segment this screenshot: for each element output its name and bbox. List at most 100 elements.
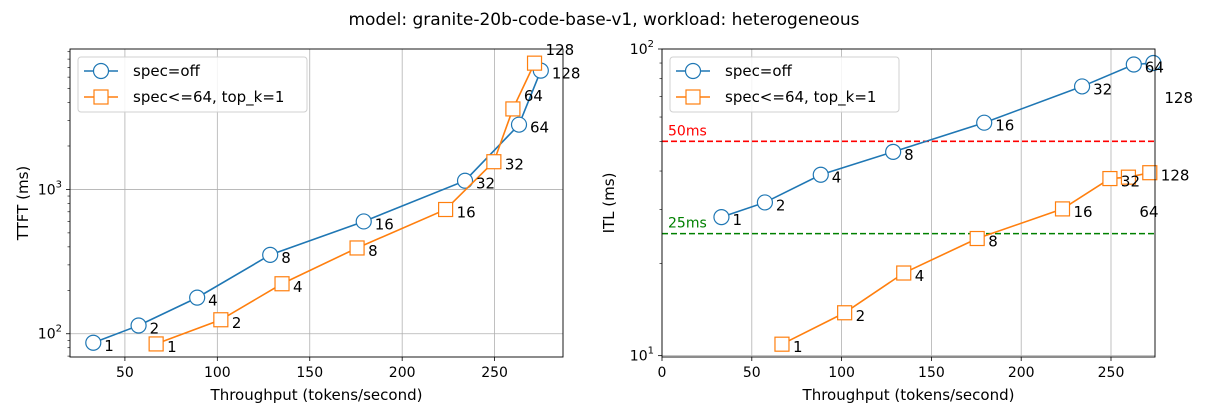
y-tick-label: 102 [38,324,62,343]
x-tick-label: 150 [296,365,323,381]
y-tick-exponent: 3 [56,179,62,190]
legend-label: spec=off [725,62,793,80]
data-point [505,101,521,117]
point-label: 32 [476,175,495,193]
y-tick-base: 10 [38,327,56,343]
y-tick-base: 10 [630,42,648,58]
point-label: 8 [368,242,378,260]
point-label: 128 [552,65,581,83]
point-label: 4 [832,169,842,187]
point-label: 16 [1074,203,1093,221]
legend-label: spec<=64, top_k=1 [725,88,876,107]
threshold-label: 50ms [668,123,707,139]
data-point [1145,54,1162,72]
data-point [526,55,543,71]
y-tick-exponent: 2 [56,324,62,335]
point-label: 4 [208,292,218,310]
data-point [486,154,502,170]
figure-title: model: granite-20b-code-base-v1, workloa… [348,10,859,30]
point-label: 4 [293,278,303,296]
y-tick-exponent: 1 [648,346,654,357]
data-point [837,305,853,321]
point-label: 128 [1164,89,1193,107]
data-point [969,230,985,247]
legend-circle-marker-icon [684,62,702,80]
y-tick-label: 101 [630,346,654,365]
point-label: 64 [530,119,549,137]
x-tick-label: 50 [116,365,134,381]
legend-box [669,56,900,113]
x-tick-label: 100 [204,365,231,381]
legend: spec=off spec<=64, top_k=1 [77,56,308,113]
data-point [130,317,147,334]
data-point [1120,169,1137,185]
threshold-label: 25ms [668,216,707,232]
y-tick-exponent: 2 [648,39,654,50]
legend-label: spec=off [133,62,201,80]
point-label: 32 [1121,173,1140,191]
x-tick-label: 50 [743,365,761,381]
legend-square-marker-icon [93,89,109,105]
point-label: 16 [995,117,1014,135]
y-axis-label: ITL (ms) [600,173,618,234]
axes-frame [69,48,564,358]
x-tick-label: 150 [918,365,945,381]
series-line [721,62,1154,218]
data-point [213,312,229,328]
data-point [189,289,206,306]
y-tick-base: 10 [630,349,648,365]
data-point [713,209,730,226]
point-label: 32 [505,156,524,174]
x-tick-label: 100 [828,365,855,381]
x-axis-label: Throughput (tokens/second) [210,386,423,404]
legend-square-marker-icon [685,89,701,105]
x-tick-label: 200 [1008,365,1035,381]
data-point [438,201,454,218]
point-label: 64 [524,87,543,105]
point-label: 4 [915,267,925,285]
data-point [1142,165,1158,181]
data-point [510,116,528,133]
point-label: 16 [375,215,394,233]
y-tick-label: 102 [630,39,654,58]
point-label: 128 [1161,167,1190,185]
point-label: 8 [988,233,998,251]
point-label: 32 [1093,80,1112,98]
series-line [155,62,536,345]
data-point [85,334,102,351]
series-line [93,70,542,344]
point-label: 2 [776,196,786,214]
point-label: 1 [104,337,114,355]
point-label: 1 [793,338,803,356]
point-label: 1 [167,338,177,356]
x-tick-label: 0 [658,365,667,381]
point-label: 8 [281,249,291,267]
point-label: 16 [457,204,476,222]
point-label: 64 [1139,203,1158,221]
data-point [1102,170,1118,187]
axes-frame [661,48,1156,358]
point-label: 1 [732,211,742,229]
y-tick-base: 10 [38,182,56,198]
chart-2: 0 50 100 150 200 25010110250ms25msspec=offspe… [600,39,1193,404]
data-point [456,172,474,189]
legend-label: spec<=64, top_k=1 [133,88,284,107]
data-point [349,240,365,256]
data-point [148,336,164,352]
point-label: 2 [150,320,160,338]
y-tick-label: 103 [38,179,62,198]
legend: spec=off spec<=64, top_k=1 [669,56,900,113]
data-point [896,265,912,281]
point-label: 2 [856,307,866,325]
legend-circle-marker-icon [92,62,110,80]
data-point [885,143,902,160]
data-point [262,246,279,263]
data-point [1073,78,1091,95]
point-label: 8 [904,146,914,164]
data-point [1125,56,1142,73]
point-label: 2 [232,314,242,332]
legend-box [77,56,308,113]
point-label: 128 [546,41,575,59]
